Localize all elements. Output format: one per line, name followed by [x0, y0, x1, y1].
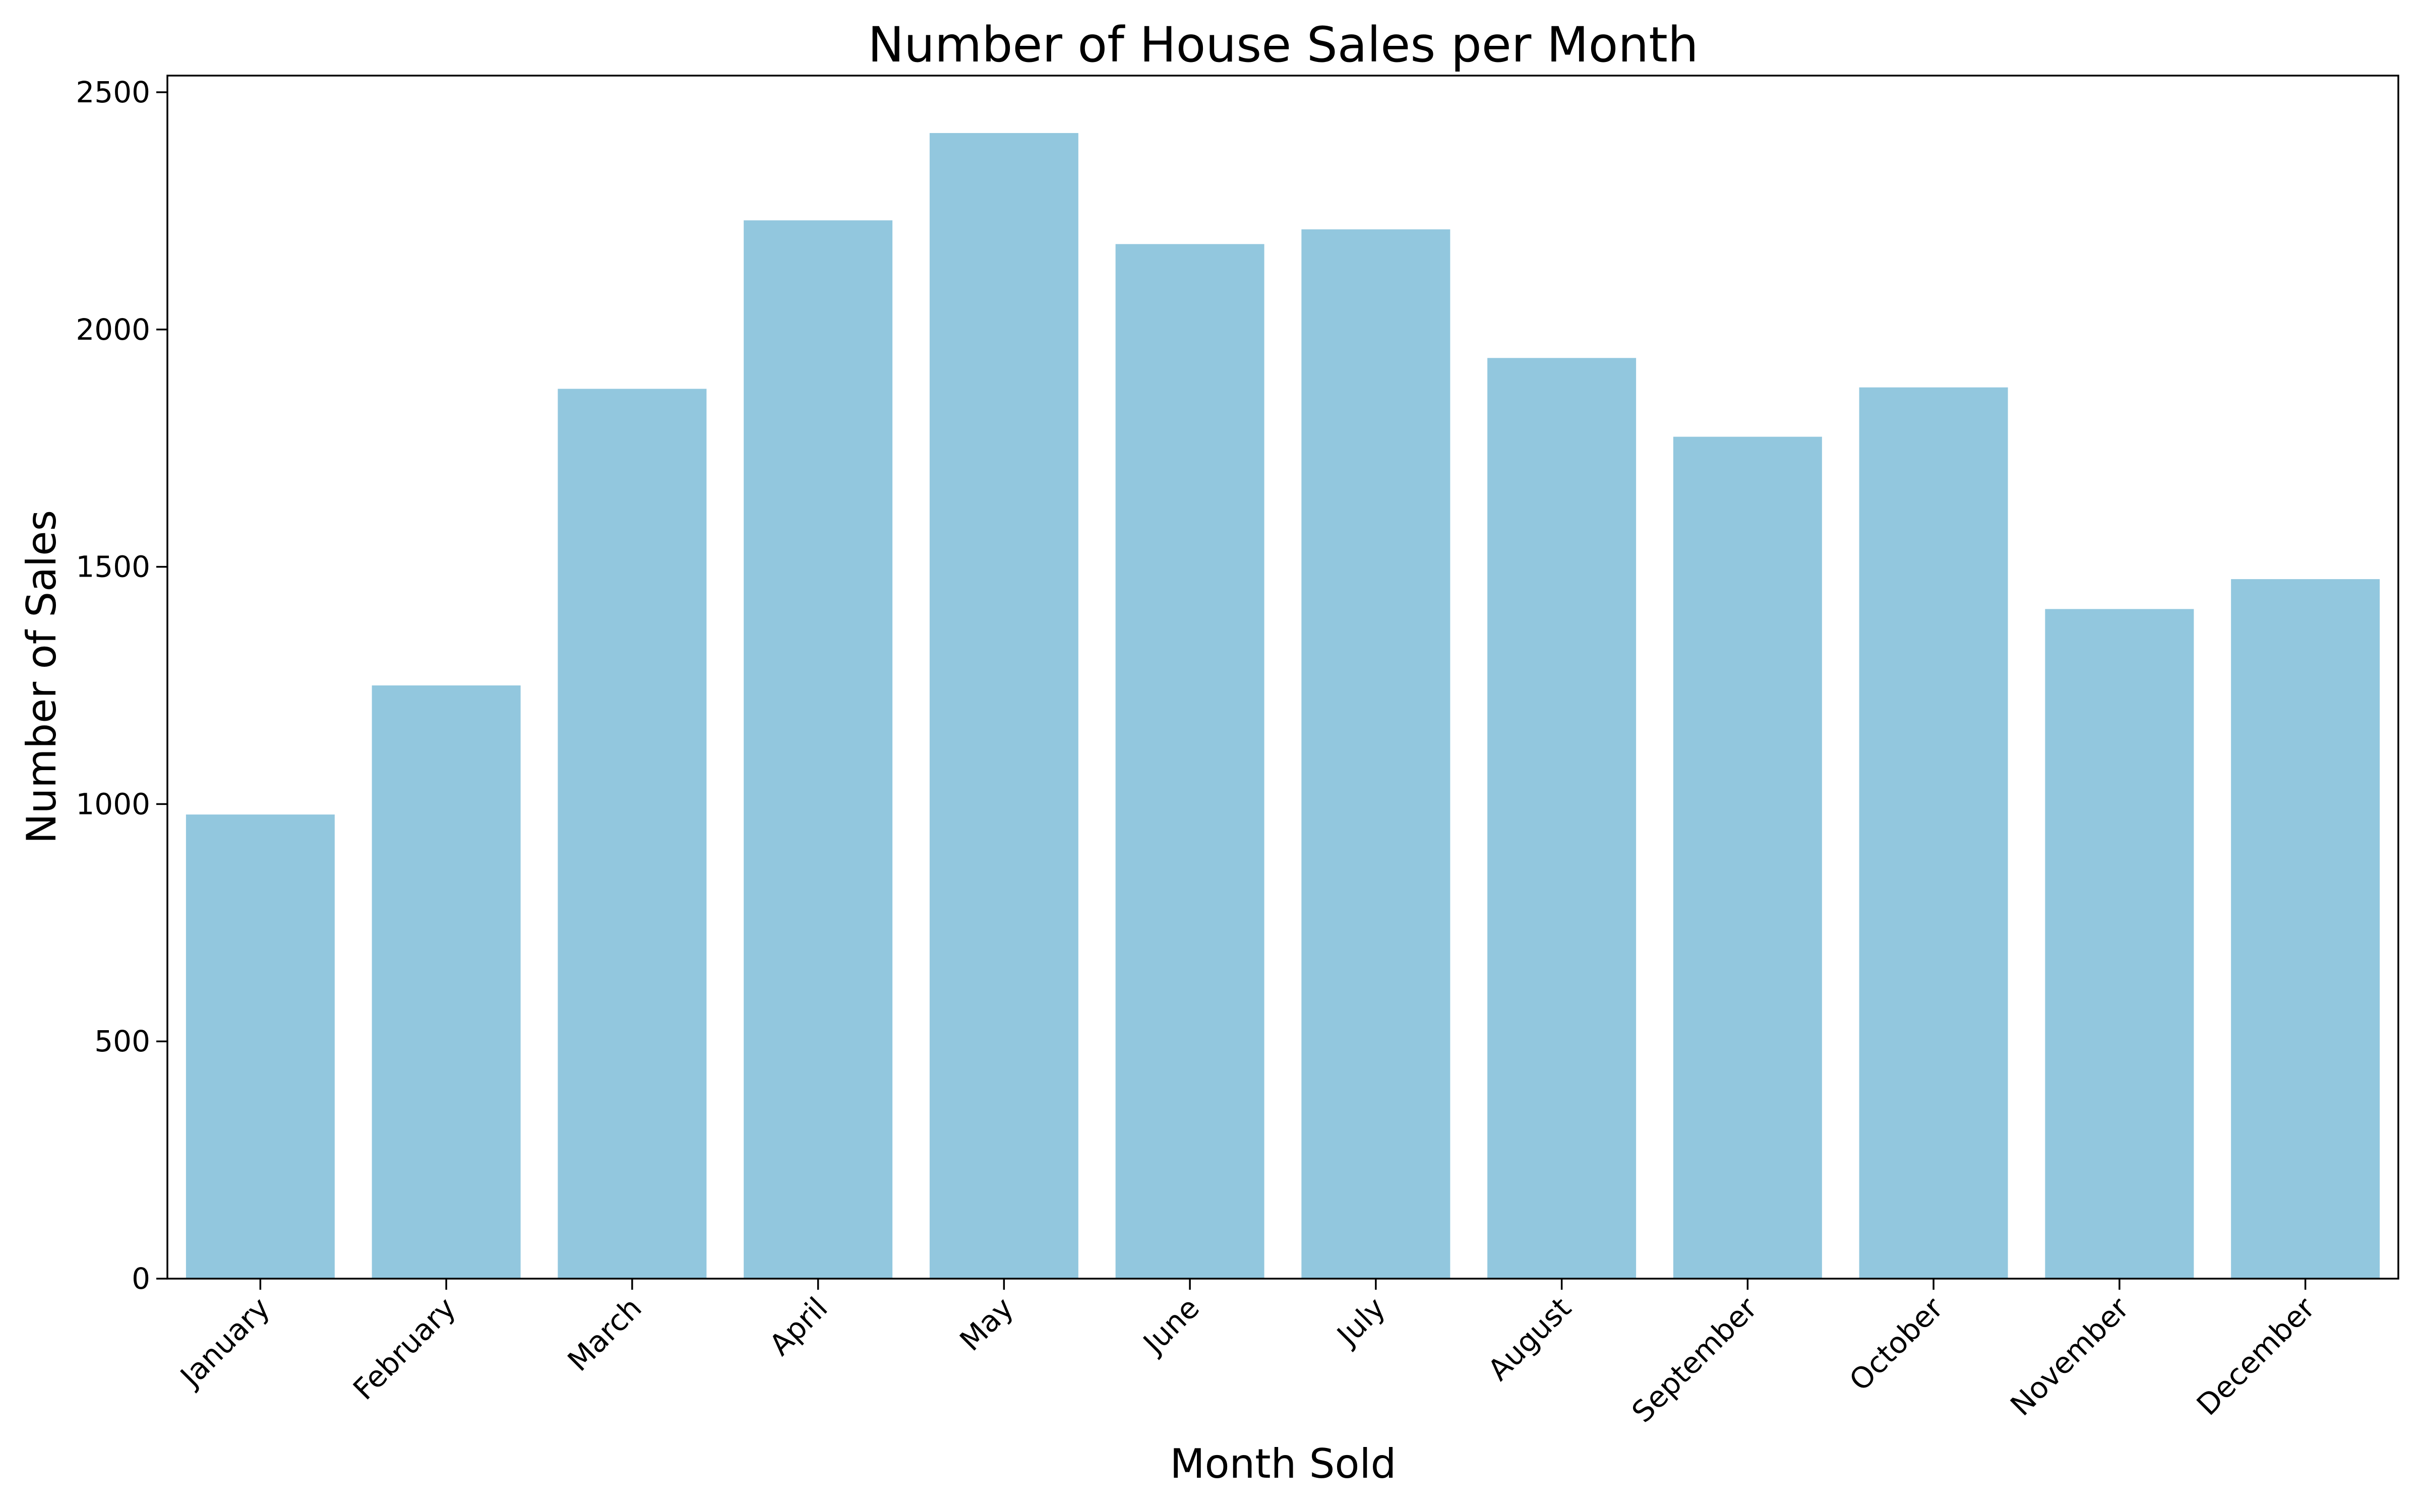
y-tick-label: 1000 [76, 787, 150, 821]
bar-february [372, 685, 521, 1279]
y-axis-ticks: 0 500 1000 1500 2000 2500 [76, 75, 167, 1296]
y-tick-label: 500 [94, 1024, 150, 1058]
x-tick-label: July [1329, 1291, 1392, 1353]
bar-may [929, 133, 1078, 1279]
bar-october [1859, 387, 2008, 1279]
y-tick-label: 2500 [76, 75, 150, 109]
y-tick-label: 2000 [76, 312, 150, 347]
plot-frame [166, 75, 2399, 1280]
x-tick-label: June [1136, 1291, 1206, 1361]
chart-title: Number of House Sales per Month [868, 17, 1698, 73]
x-tick-label: August [1481, 1291, 1578, 1388]
x-tick-label: May [953, 1291, 1020, 1358]
y-tick-label: 0 [132, 1262, 150, 1296]
x-tick-label: September [1625, 1291, 1764, 1429]
x-tick-label: December [2190, 1291, 2322, 1422]
bar-december [2231, 579, 2380, 1279]
x-tick-label: February [346, 1291, 462, 1407]
bar-july [1301, 229, 1450, 1279]
bar-september [1673, 436, 1822, 1279]
bar-march [558, 389, 707, 1279]
x-axis-ticks: January February March April May June July Augu… [173, 1279, 2322, 1429]
x-tick-label: November [2004, 1291, 2136, 1423]
bar-june [1115, 244, 1264, 1279]
y-tick-label: 1500 [76, 550, 150, 584]
y-axis-label: Number of Sales [18, 510, 65, 844]
x-axis-label: Month Sold [1170, 1440, 1397, 1487]
bars-group [186, 133, 2380, 1279]
bar-august [1487, 358, 1637, 1279]
x-tick-label: April [763, 1291, 834, 1362]
bar-november [2045, 609, 2194, 1279]
x-tick-label: January [173, 1291, 277, 1395]
bar-april [744, 220, 893, 1279]
bar-january [186, 814, 335, 1279]
x-tick-label: October [1843, 1291, 1950, 1398]
x-tick-label: March [561, 1291, 648, 1378]
